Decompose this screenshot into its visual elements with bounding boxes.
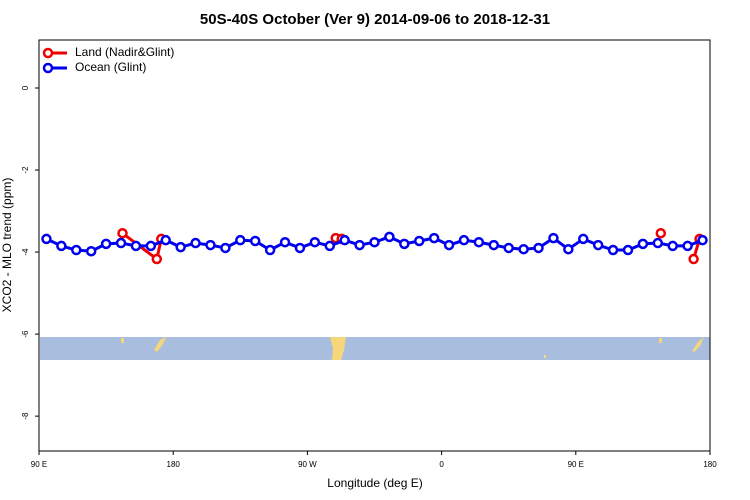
data-point (175, 241, 186, 253)
data-point (309, 236, 321, 248)
data-point (151, 253, 163, 265)
legend-marker (42, 62, 54, 74)
data-point (697, 234, 708, 246)
data-point (399, 238, 410, 250)
data-point (518, 243, 529, 255)
data-point (413, 235, 425, 247)
legend-marker (42, 47, 54, 59)
y-tick-label: -2 (21, 166, 30, 174)
y-axis-label: XCO2 - MLO trend (ppm) (0, 178, 14, 313)
data-point (354, 239, 365, 251)
plot-frame (38, 39, 711, 452)
data-point (117, 227, 128, 239)
data-point (652, 237, 664, 249)
data-point (339, 234, 350, 246)
data-point (637, 238, 649, 250)
data-point (667, 240, 678, 252)
data-point (607, 244, 619, 256)
data-point (688, 253, 699, 265)
data-point (160, 234, 171, 246)
data-point (41, 233, 52, 245)
legend-label: Ocean (Glint) (75, 60, 146, 74)
data-point (458, 234, 470, 246)
data-point (235, 234, 246, 246)
data-point (264, 244, 276, 256)
data-point (473, 236, 485, 248)
data-point (563, 243, 574, 255)
map-strip (40, 337, 710, 360)
x-tick-label: 90 W (298, 460, 317, 469)
x-tick-label: 90 E (568, 460, 584, 469)
chart-title: 50S-40S October (Ver 9) 2014-09-06 to 20… (200, 11, 550, 28)
x-tick-label: 0 (439, 460, 444, 469)
data-point (384, 231, 395, 243)
data-point (443, 239, 455, 251)
data-point (428, 232, 440, 244)
legend-label: Land (Nadir&Glint) (75, 45, 174, 59)
legend: Land (Nadir&Glint)Ocean (Glint) (42, 45, 174, 74)
data-point (56, 240, 67, 252)
data-point (548, 232, 559, 244)
y-tick-label: -6 (21, 330, 30, 338)
data-point (115, 237, 127, 249)
data-point (324, 240, 336, 252)
data-point (682, 240, 693, 252)
data-point (249, 235, 261, 247)
y-tick-label: -8 (21, 412, 30, 420)
data-point (503, 242, 514, 254)
data-point (622, 244, 634, 256)
data-point (279, 236, 291, 248)
data-point (85, 245, 97, 257)
data-point (655, 227, 667, 239)
y-tick-label: 0 (21, 85, 30, 90)
data-point (130, 240, 142, 252)
data-point (190, 237, 201, 249)
data-point (71, 244, 82, 256)
data-point (100, 238, 112, 250)
data-point (592, 239, 604, 251)
x-axis-label: Longitude (deg E) (327, 476, 422, 490)
data-point (220, 242, 231, 254)
data-point (294, 242, 306, 254)
x-tick-label: 90 E (31, 460, 47, 469)
data-point (578, 233, 589, 245)
data-point (488, 239, 500, 251)
data-point (369, 236, 380, 248)
data-point (145, 240, 157, 252)
x-tick-label: 180 (703, 460, 717, 469)
data-point (533, 242, 544, 254)
y-tick-label: -4 (21, 248, 30, 256)
data-point (205, 239, 216, 251)
x-tick-label: 180 (167, 460, 181, 469)
